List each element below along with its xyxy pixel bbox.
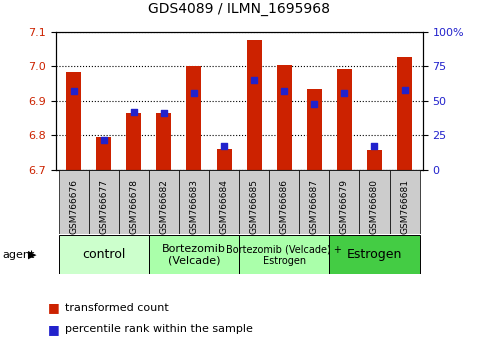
Bar: [149, 170, 179, 234]
Bar: [239, 235, 329, 274]
Text: Bortezomib (Velcade) +
Estrogen: Bortezomib (Velcade) + Estrogen: [226, 244, 342, 266]
Point: [70, 88, 77, 94]
Text: GSM766679: GSM766679: [340, 179, 349, 234]
Bar: [329, 235, 420, 274]
Bar: [389, 170, 420, 234]
Text: ■: ■: [48, 323, 64, 336]
Point: [160, 110, 168, 116]
Bar: [367, 150, 382, 170]
Bar: [58, 170, 89, 234]
Bar: [58, 235, 149, 274]
Text: GSM766681: GSM766681: [400, 179, 409, 234]
Point: [370, 144, 378, 149]
Point: [130, 109, 138, 115]
Text: ▶: ▶: [28, 250, 37, 260]
Point: [401, 87, 409, 93]
Point: [100, 137, 108, 142]
Text: GSM766683: GSM766683: [189, 179, 199, 234]
Text: GSM766678: GSM766678: [129, 179, 138, 234]
Bar: [186, 66, 201, 170]
Bar: [247, 40, 262, 170]
Bar: [179, 170, 209, 234]
Point: [190, 90, 198, 96]
Text: GSM766680: GSM766680: [370, 179, 379, 234]
Bar: [216, 149, 231, 170]
Point: [341, 90, 348, 96]
Bar: [269, 170, 299, 234]
Bar: [337, 69, 352, 170]
Text: GSM766686: GSM766686: [280, 179, 289, 234]
Bar: [149, 235, 239, 274]
Bar: [307, 89, 322, 170]
Text: percentile rank within the sample: percentile rank within the sample: [65, 324, 253, 334]
Text: GSM766685: GSM766685: [250, 179, 258, 234]
Text: GSM766687: GSM766687: [310, 179, 319, 234]
Bar: [209, 170, 239, 234]
Text: Estrogen: Estrogen: [347, 249, 402, 261]
Bar: [89, 170, 119, 234]
Bar: [66, 72, 81, 170]
Text: transformed count: transformed count: [65, 303, 169, 313]
Point: [250, 77, 258, 83]
Bar: [126, 113, 142, 170]
Bar: [329, 170, 359, 234]
Bar: [277, 65, 292, 170]
Text: GSM766682: GSM766682: [159, 179, 169, 234]
Text: GSM766676: GSM766676: [69, 179, 78, 234]
Bar: [119, 170, 149, 234]
Point: [220, 144, 228, 149]
Bar: [299, 170, 329, 234]
Text: ■: ■: [48, 302, 64, 314]
Text: Bortezomib
(Velcade): Bortezomib (Velcade): [162, 244, 226, 266]
Bar: [156, 113, 171, 170]
Point: [311, 101, 318, 107]
Bar: [96, 137, 111, 170]
Bar: [239, 170, 269, 234]
Point: [280, 88, 288, 94]
Text: control: control: [82, 249, 126, 261]
Bar: [397, 57, 412, 170]
Text: GSM766684: GSM766684: [220, 179, 228, 234]
Text: GSM766677: GSM766677: [99, 179, 108, 234]
Text: GDS4089 / ILMN_1695968: GDS4089 / ILMN_1695968: [148, 2, 330, 16]
Bar: [359, 170, 389, 234]
Text: agent: agent: [2, 250, 35, 260]
